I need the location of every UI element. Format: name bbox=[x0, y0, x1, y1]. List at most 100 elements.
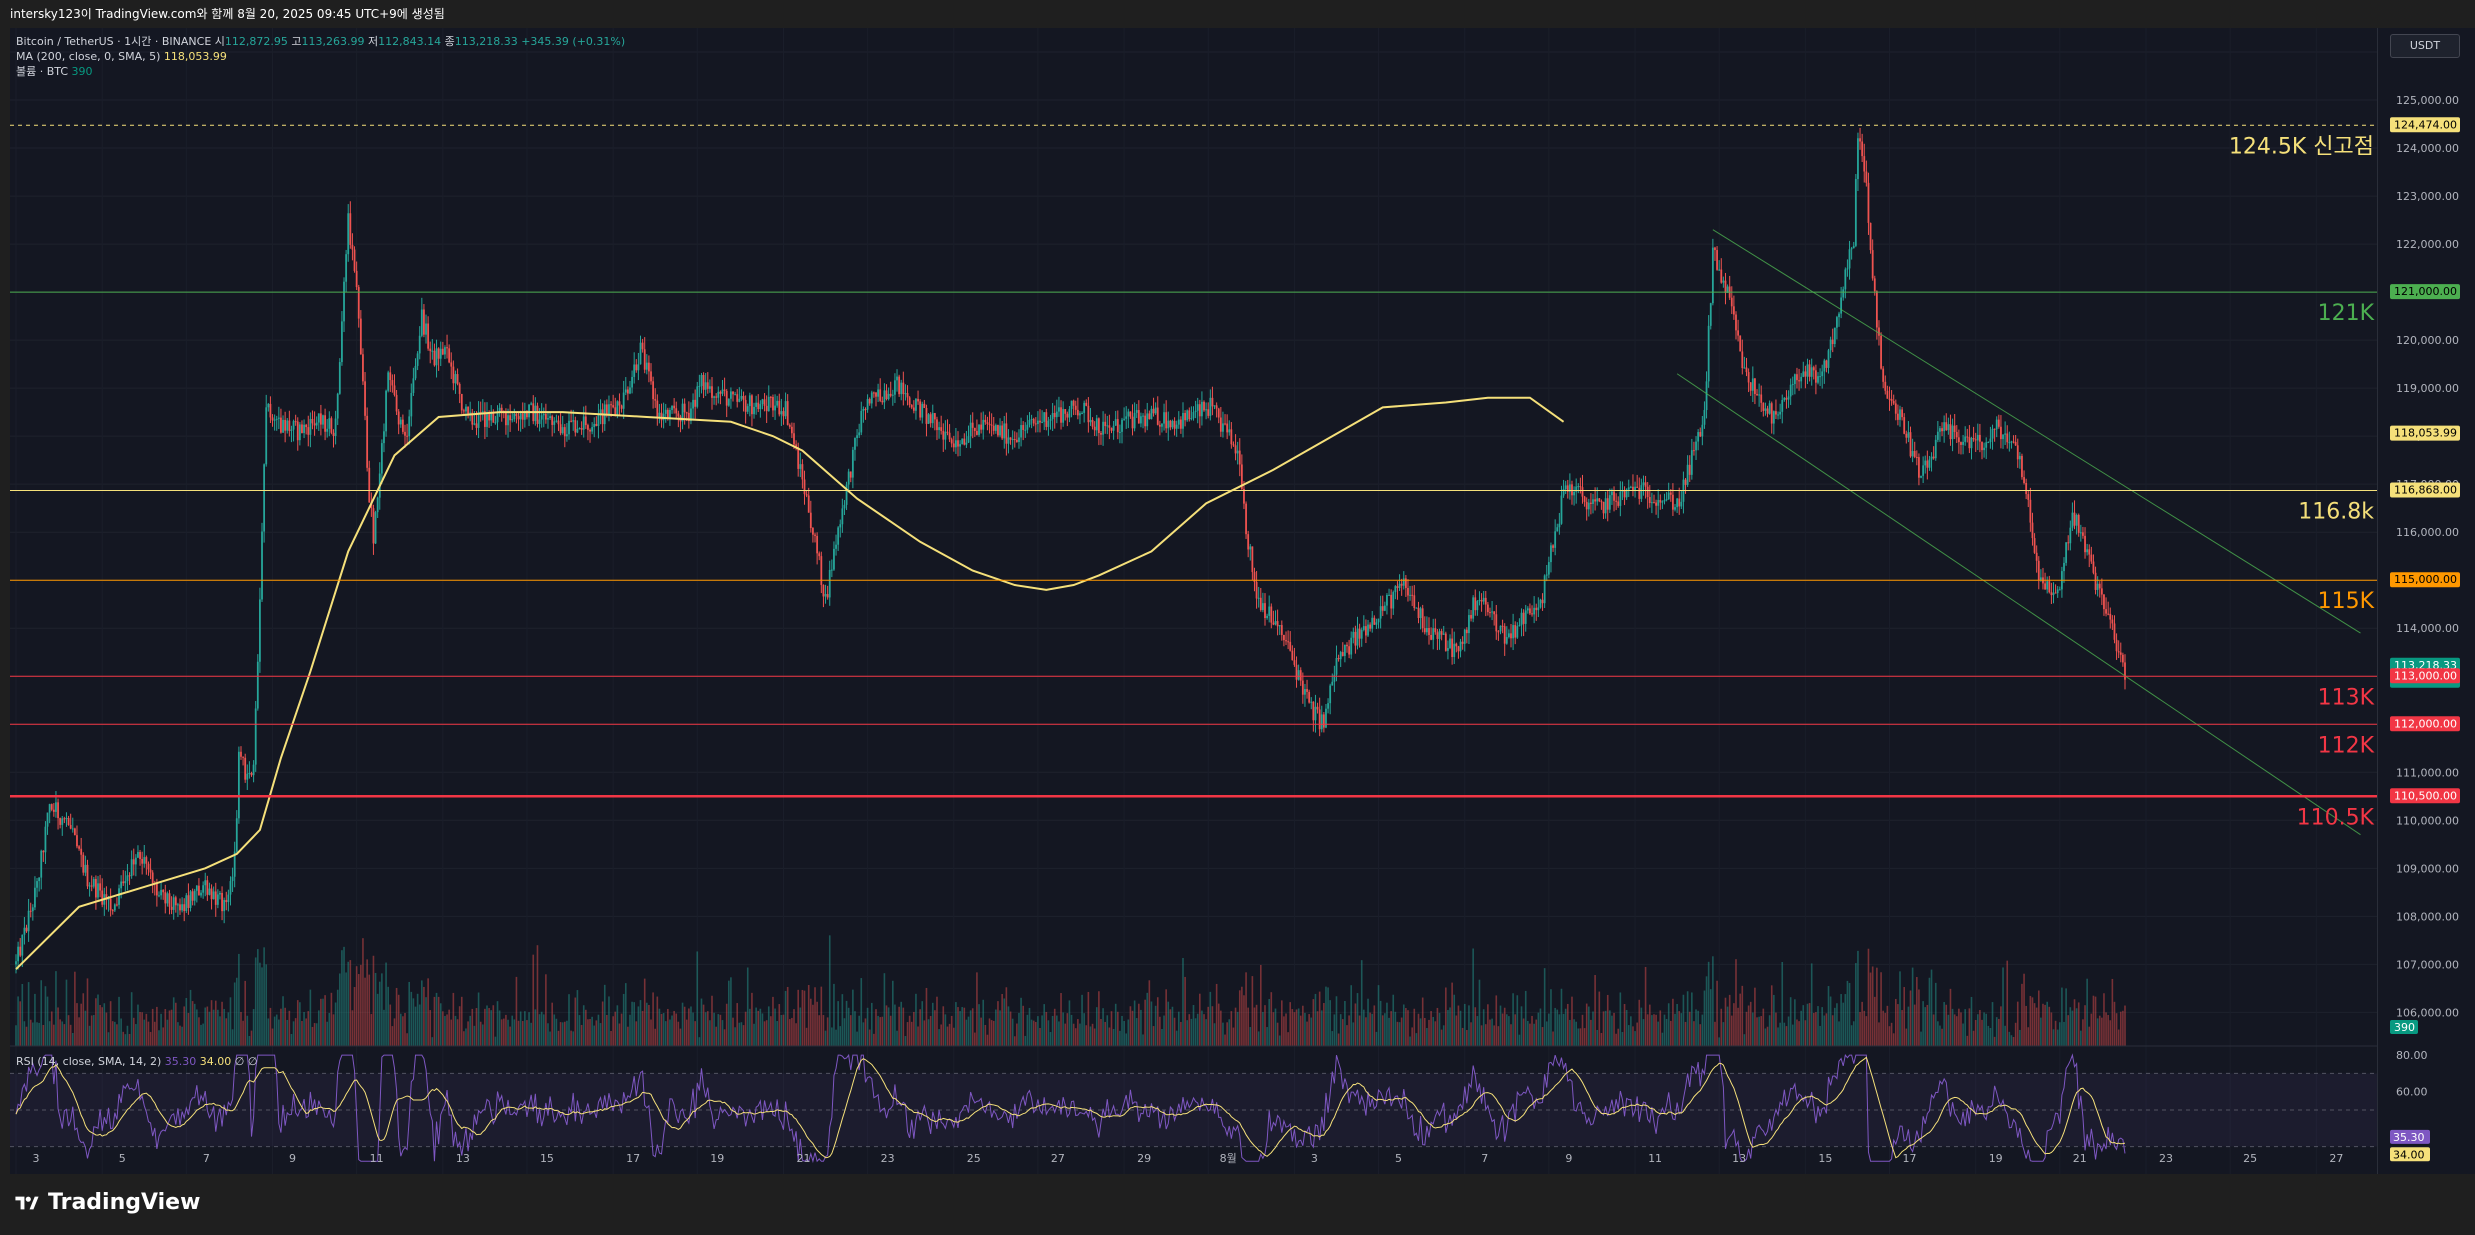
volume-bar bbox=[1821, 1007, 1824, 1046]
time-tick-label: 23 bbox=[881, 1152, 895, 1165]
candle-body bbox=[1508, 633, 1510, 638]
volume-bar bbox=[1350, 985, 1353, 1046]
candle-body bbox=[1594, 499, 1597, 502]
candle-body bbox=[1629, 486, 1632, 488]
candle-body bbox=[341, 321, 343, 363]
volume-bar bbox=[1871, 966, 1874, 1046]
volume-bar bbox=[755, 1007, 757, 1046]
candle-body bbox=[1995, 419, 1998, 430]
volume-bar bbox=[1205, 1019, 1207, 1046]
candle-body bbox=[1718, 269, 1721, 271]
candle-body bbox=[1823, 360, 1826, 372]
candle-body bbox=[1165, 412, 1168, 429]
candle-body bbox=[1419, 608, 1422, 619]
candle-body bbox=[1377, 618, 1380, 623]
candle-body bbox=[109, 898, 112, 911]
candle-body bbox=[908, 397, 911, 405]
hide-icon[interactable]: ∅ bbox=[234, 1055, 245, 1068]
volume-bar bbox=[1018, 1012, 1020, 1046]
candle-body bbox=[2117, 651, 2120, 653]
rsi-tag bbox=[2390, 1129, 2430, 1144]
volume-bar bbox=[1438, 1012, 1441, 1046]
volume-bar bbox=[1550, 989, 1552, 1046]
candle-body bbox=[191, 891, 194, 901]
price-tick-label: 120,000.00 bbox=[2396, 334, 2459, 347]
candle-body bbox=[954, 440, 957, 448]
candle-body bbox=[568, 420, 570, 435]
candle-body bbox=[597, 415, 600, 426]
candle-body bbox=[877, 389, 879, 397]
candle-body bbox=[284, 419, 287, 431]
candle-body bbox=[216, 894, 219, 905]
time-tick-label: 25 bbox=[967, 1152, 981, 1165]
rsi-legend[interactable]: RSI (14, close, SMA, 14, 2) 35.30 34.00 … bbox=[16, 1055, 257, 1068]
volume-bar bbox=[1913, 1004, 1916, 1046]
volume-bar bbox=[25, 1026, 28, 1046]
candle-body bbox=[658, 412, 661, 417]
candle-body bbox=[841, 508, 844, 525]
candle-body bbox=[1365, 626, 1367, 636]
candle-body bbox=[780, 411, 783, 415]
volume-bar bbox=[1945, 1004, 1948, 1046]
volume-bar bbox=[1104, 1021, 1106, 1046]
candle-body bbox=[1455, 643, 1458, 647]
time-tick-label: 29 bbox=[1137, 1152, 1151, 1165]
currency-button[interactable]: USDT bbox=[2390, 34, 2460, 58]
volume-bar bbox=[1791, 1024, 1794, 1046]
volume-bar bbox=[1072, 1023, 1075, 1046]
volume-bar bbox=[2023, 973, 2025, 1046]
candle-body bbox=[1402, 578, 1405, 586]
volume-bar bbox=[1299, 1015, 1302, 1046]
volume-bar bbox=[1182, 957, 1184, 1046]
volume-bar bbox=[942, 1006, 945, 1046]
candle-body bbox=[305, 424, 308, 428]
candle-body bbox=[723, 389, 726, 391]
volume-bar bbox=[484, 1008, 486, 1046]
candle-body bbox=[572, 420, 575, 422]
volume-bar bbox=[1806, 1003, 1809, 1046]
volume-bar bbox=[217, 1009, 219, 1046]
candle-body bbox=[1913, 450, 1916, 457]
candle-body bbox=[1095, 418, 1098, 431]
volume-bar bbox=[347, 961, 350, 1046]
volume-bar bbox=[1941, 1028, 1943, 1046]
volume-bar bbox=[1718, 1037, 1720, 1046]
candle-body bbox=[616, 401, 619, 415]
tradingview-logo[interactable]: TradingView bbox=[12, 1190, 200, 1215]
candle-body bbox=[328, 418, 331, 429]
volume-bar bbox=[465, 1028, 467, 1046]
legend-volume-row[interactable]: 볼륨 · BTC 390 bbox=[16, 64, 625, 79]
volume-bar bbox=[267, 1018, 270, 1046]
candle-body bbox=[130, 859, 133, 876]
chart-pane[interactable] bbox=[10, 28, 2377, 1174]
volume-bar bbox=[1013, 1036, 1016, 1046]
candle-body bbox=[227, 894, 230, 903]
volume-bar bbox=[2067, 1015, 2070, 1046]
volume-bar bbox=[938, 1029, 940, 1046]
candle-body bbox=[765, 405, 768, 412]
candle-body bbox=[801, 464, 804, 480]
volume-bar bbox=[1993, 1036, 1996, 1046]
candle-body bbox=[1188, 410, 1191, 420]
legend-ma-row[interactable]: MA (200, close, 0, SMA, 5) 118,053.99 bbox=[16, 49, 625, 64]
candle-body bbox=[961, 438, 964, 445]
volume-bar bbox=[1985, 1013, 1988, 1046]
volume-bar bbox=[1655, 1014, 1657, 1046]
volume-bar bbox=[1339, 1014, 1342, 1046]
price-axis[interactable] bbox=[2377, 28, 2475, 1174]
candle-body bbox=[107, 898, 110, 900]
volume-bar bbox=[892, 980, 894, 1046]
hide-icon[interactable]: ∅ bbox=[247, 1055, 258, 1068]
candle-body bbox=[866, 399, 869, 410]
volume-bar bbox=[2027, 1027, 2030, 1046]
volume-bar bbox=[1171, 1006, 1174, 1046]
candle-body bbox=[1127, 411, 1130, 417]
candle-body bbox=[343, 281, 345, 322]
symbol-label[interactable]: Bitcoin / TetherUS · 1시간 · BINANCE bbox=[16, 35, 212, 48]
volume-bar bbox=[252, 1009, 255, 1046]
candle-body bbox=[795, 444, 797, 448]
candle-body bbox=[42, 850, 45, 853]
volume-bar bbox=[1869, 972, 1872, 1046]
volume-bar bbox=[1787, 1016, 1790, 1046]
